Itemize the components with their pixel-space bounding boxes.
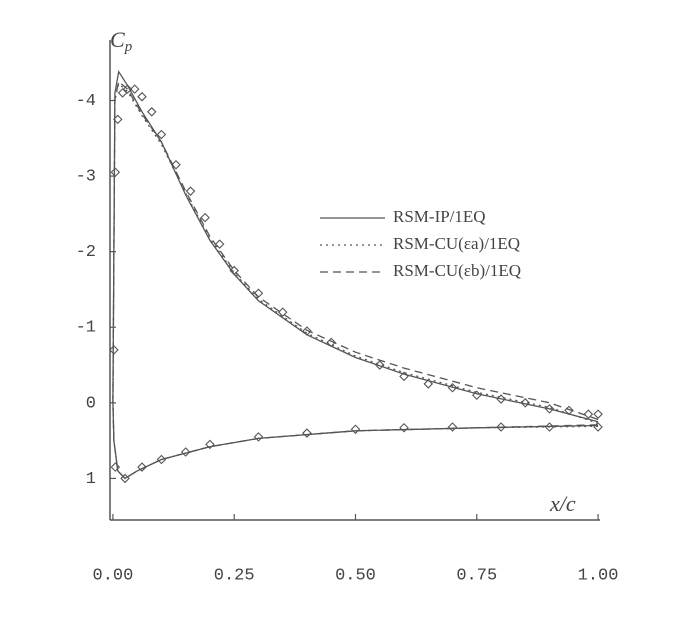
data-point	[583, 409, 594, 419]
y-tick-label: -2	[76, 243, 96, 262]
y-label-sub: p	[124, 39, 133, 55]
data-point	[447, 422, 458, 432]
y-tick-label: 0	[86, 394, 96, 413]
series-line	[112, 80, 599, 480]
x-tick-label: 0.75	[456, 566, 497, 585]
data-point	[214, 239, 225, 249]
data-point	[200, 212, 210, 223]
data-point	[593, 422, 603, 432]
data-point	[564, 405, 574, 416]
x-tick-label: 0.00	[93, 566, 134, 585]
data-point	[205, 439, 215, 450]
data-point	[229, 265, 239, 276]
y-tick-label: -3	[76, 168, 96, 187]
y-label-main: C	[110, 27, 125, 52]
data-point	[120, 473, 130, 484]
data-point	[137, 91, 147, 102]
legend-label: RSM-CU(εb)/1EQ	[393, 261, 521, 280]
data-point	[350, 424, 361, 435]
x-tick-label: 1.00	[578, 566, 619, 585]
x-axis-label: x/c	[549, 491, 576, 516]
data-point	[171, 159, 181, 170]
data-point	[109, 345, 119, 355]
data-point	[277, 307, 288, 317]
data-point	[156, 129, 167, 140]
y-tick-label: -1	[76, 319, 96, 338]
data-point	[471, 390, 482, 401]
data-point	[180, 447, 191, 457]
y-tick-label: -4	[76, 92, 96, 111]
data-point	[302, 326, 312, 336]
data-point	[110, 462, 121, 472]
data-point	[185, 186, 196, 196]
data-point	[129, 84, 140, 94]
data-point	[496, 394, 506, 404]
data-point	[110, 167, 121, 178]
data-point	[137, 462, 147, 472]
data-point	[156, 454, 167, 465]
data-point	[423, 379, 434, 389]
data-point	[520, 398, 531, 408]
data-point	[146, 107, 157, 117]
y-axis-label: Cp	[110, 27, 133, 55]
y-tick-label: 1	[86, 470, 96, 489]
legend-label: RSM-CU(εa)/1EQ	[393, 234, 520, 253]
data-point	[496, 422, 506, 432]
data-point	[253, 432, 264, 442]
data-point	[399, 423, 409, 433]
data-point	[593, 409, 603, 419]
data-point	[374, 360, 385, 370]
legend-label: RSM-IP/1EQ	[393, 207, 486, 226]
data-point	[302, 428, 312, 438]
data-point	[544, 404, 555, 414]
data-point	[253, 288, 264, 299]
data-point	[544, 422, 555, 432]
data-point	[326, 337, 337, 348]
data-point	[112, 114, 123, 125]
x-tick-label: 0.50	[335, 566, 376, 585]
x-tick-label: 0.25	[214, 566, 255, 585]
data-point	[447, 382, 458, 393]
data-point	[399, 371, 409, 382]
